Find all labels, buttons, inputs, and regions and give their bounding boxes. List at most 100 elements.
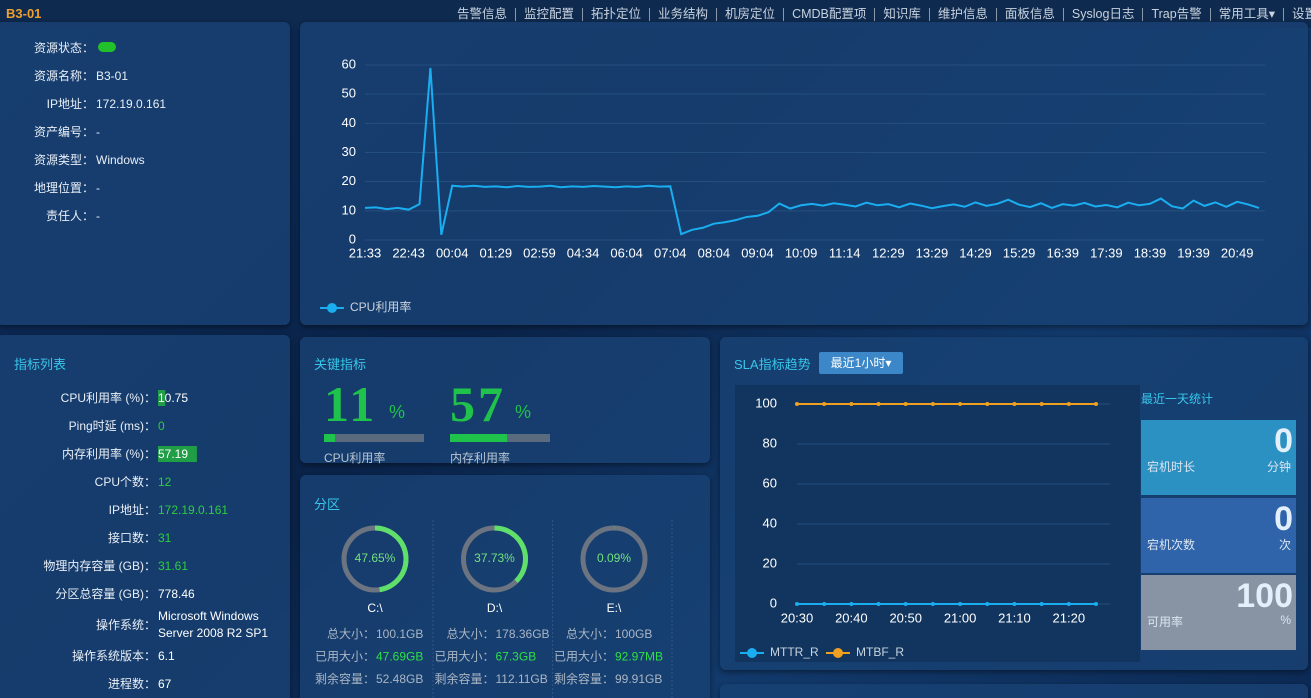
y-tick-label: 10 — [342, 202, 356, 217]
y-tick-label: 0 — [770, 595, 777, 610]
info-label: 责任人： — [45, 209, 94, 223]
stat-unit: 次 — [1278, 537, 1291, 552]
info-value: 172.19.0.161 — [96, 97, 167, 111]
y-tick-label: 40 — [763, 515, 777, 530]
indicator-label: 内存利用率 (%)： — [62, 447, 156, 461]
stat-unit: % — [1280, 613, 1291, 627]
nav-item[interactable]: 告警信息 — [456, 6, 507, 21]
info-label: 资源状态： — [33, 41, 94, 55]
indicator-value: 31.61 — [158, 558, 189, 573]
indicator-label: 物理内存容量 (GB)： — [43, 559, 156, 573]
point — [930, 402, 935, 406]
nav-item[interactable]: 拓扑定位 — [582, 7, 649, 21]
indicator-value: 57.19 — [158, 446, 189, 461]
y-tick-label: 80 — [763, 435, 777, 450]
x-tick-label: 08:04 — [698, 245, 731, 260]
info-label: IP地址： — [46, 97, 94, 111]
point — [822, 402, 827, 406]
x-tick-label: 19:39 — [1177, 245, 1210, 260]
cpu-panel — [300, 22, 1308, 325]
donut-label: 37.73% — [474, 551, 515, 565]
nav-item[interactable]: Trap告警 — [1142, 7, 1209, 21]
indicator-label: 分区总容量 (GB)： — [55, 587, 156, 601]
info-value: - — [96, 125, 100, 139]
point — [822, 602, 827, 606]
indicator-label: 操作系统： — [95, 618, 156, 632]
indicator-value: 10.75 — [158, 390, 189, 405]
nav: 告警信息 监控配置 拓扑定位 业务结构 机房定位 CMDB配置项 知识库 维护信息 面板信息 Sy… — [449, 0, 1311, 28]
metric-label: CPU利用率 — [324, 451, 386, 465]
panel-title: SLA指标趋势 — [734, 357, 811, 372]
point — [1012, 602, 1017, 606]
nav-item[interactable]: 面板信息 — [995, 7, 1063, 21]
indicator-value: 0 — [158, 418, 165, 433]
x-tick-label: 21:33 — [349, 245, 382, 260]
legend-label: CPU利用率 — [350, 299, 411, 314]
x-tick-label: 06:04 — [610, 245, 643, 260]
nav-item[interactable]: 维护信息 — [928, 7, 996, 21]
x-tick-label: 22:43 — [392, 245, 425, 260]
point — [876, 602, 881, 606]
info-value: Windows — [96, 153, 145, 167]
point — [795, 602, 799, 606]
partition-label: 总大小： — [327, 627, 375, 641]
metric-bar — [450, 434, 507, 442]
y-tick-label: 20 — [763, 555, 777, 570]
point — [1066, 602, 1071, 606]
nav-item[interactable]: Syslog日志 — [1062, 7, 1143, 21]
x-tick-label: 21:00 — [944, 610, 977, 625]
nav-item[interactable]: 知识库 — [874, 7, 929, 21]
partition-value: 100GB — [615, 627, 652, 641]
legend-marker — [747, 648, 757, 658]
point — [930, 602, 935, 606]
metric-label: 内存利用率 — [450, 451, 511, 465]
nav-item[interactable]: 机房定位 — [716, 7, 783, 21]
info-label: 资源名称： — [33, 69, 94, 83]
y-tick-label: 60 — [763, 475, 777, 490]
nav-item[interactable]: CMDB配置项 — [783, 7, 874, 21]
donut-label: 47.65% — [355, 551, 396, 565]
x-tick-label: 14:29 — [959, 245, 992, 260]
indicator-value: 6.1 — [158, 648, 175, 663]
page-title: B3-01 — [6, 6, 42, 21]
x-tick-label: 02:59 — [523, 245, 556, 260]
metric-track — [324, 434, 424, 442]
indicator-value: 12 — [158, 474, 172, 489]
nav-item[interactable]: 常用工具▾ — [1209, 7, 1283, 21]
stat-label: 可用率 — [1147, 615, 1184, 629]
point — [1039, 602, 1044, 606]
nav-item[interactable]: 监控配置 — [515, 7, 582, 21]
panel-title: 关键指标 — [314, 357, 367, 372]
range-button[interactable]: 最近1小时▾ — [819, 352, 903, 374]
point — [876, 402, 881, 406]
indicator-label: Ping时延 (ms)： — [68, 419, 156, 433]
point — [1039, 402, 1044, 406]
nav-item[interactable]: 业务结构 — [649, 7, 716, 21]
legend-label: MTTR_R — [770, 645, 819, 659]
stats-title: 最近一天统计 — [1141, 392, 1214, 406]
indicator-label: CPU利用率 (%)： — [60, 391, 156, 405]
partition-label: 总大小： — [566, 627, 614, 641]
point — [1094, 602, 1098, 606]
point — [1066, 402, 1071, 406]
nav-item[interactable]: 设置 — [1282, 7, 1311, 21]
point — [903, 602, 908, 606]
indicator-value: 778.46 — [158, 586, 195, 601]
point — [958, 602, 963, 606]
panel-title: 分区 — [314, 497, 341, 512]
series-line — [364, 67, 1260, 236]
x-tick-label: 20:50 — [889, 610, 922, 625]
info-label: 地理位置： — [33, 181, 94, 195]
point — [985, 602, 990, 606]
indicator-value: 67 — [158, 676, 172, 691]
donut-label: 0.09% — [597, 551, 631, 565]
point — [903, 402, 908, 406]
x-tick-label: 16:39 — [1046, 245, 1079, 260]
metric-bar — [324, 434, 335, 442]
stat-unit: 分钟 — [1266, 460, 1291, 474]
x-tick-label: 20:30 — [781, 610, 814, 625]
indicator-label: 接口数： — [107, 531, 156, 545]
indicator-bar — [158, 390, 166, 406]
x-tick-label: 12:29 — [872, 245, 905, 260]
drive-name: E:\ — [607, 601, 622, 615]
